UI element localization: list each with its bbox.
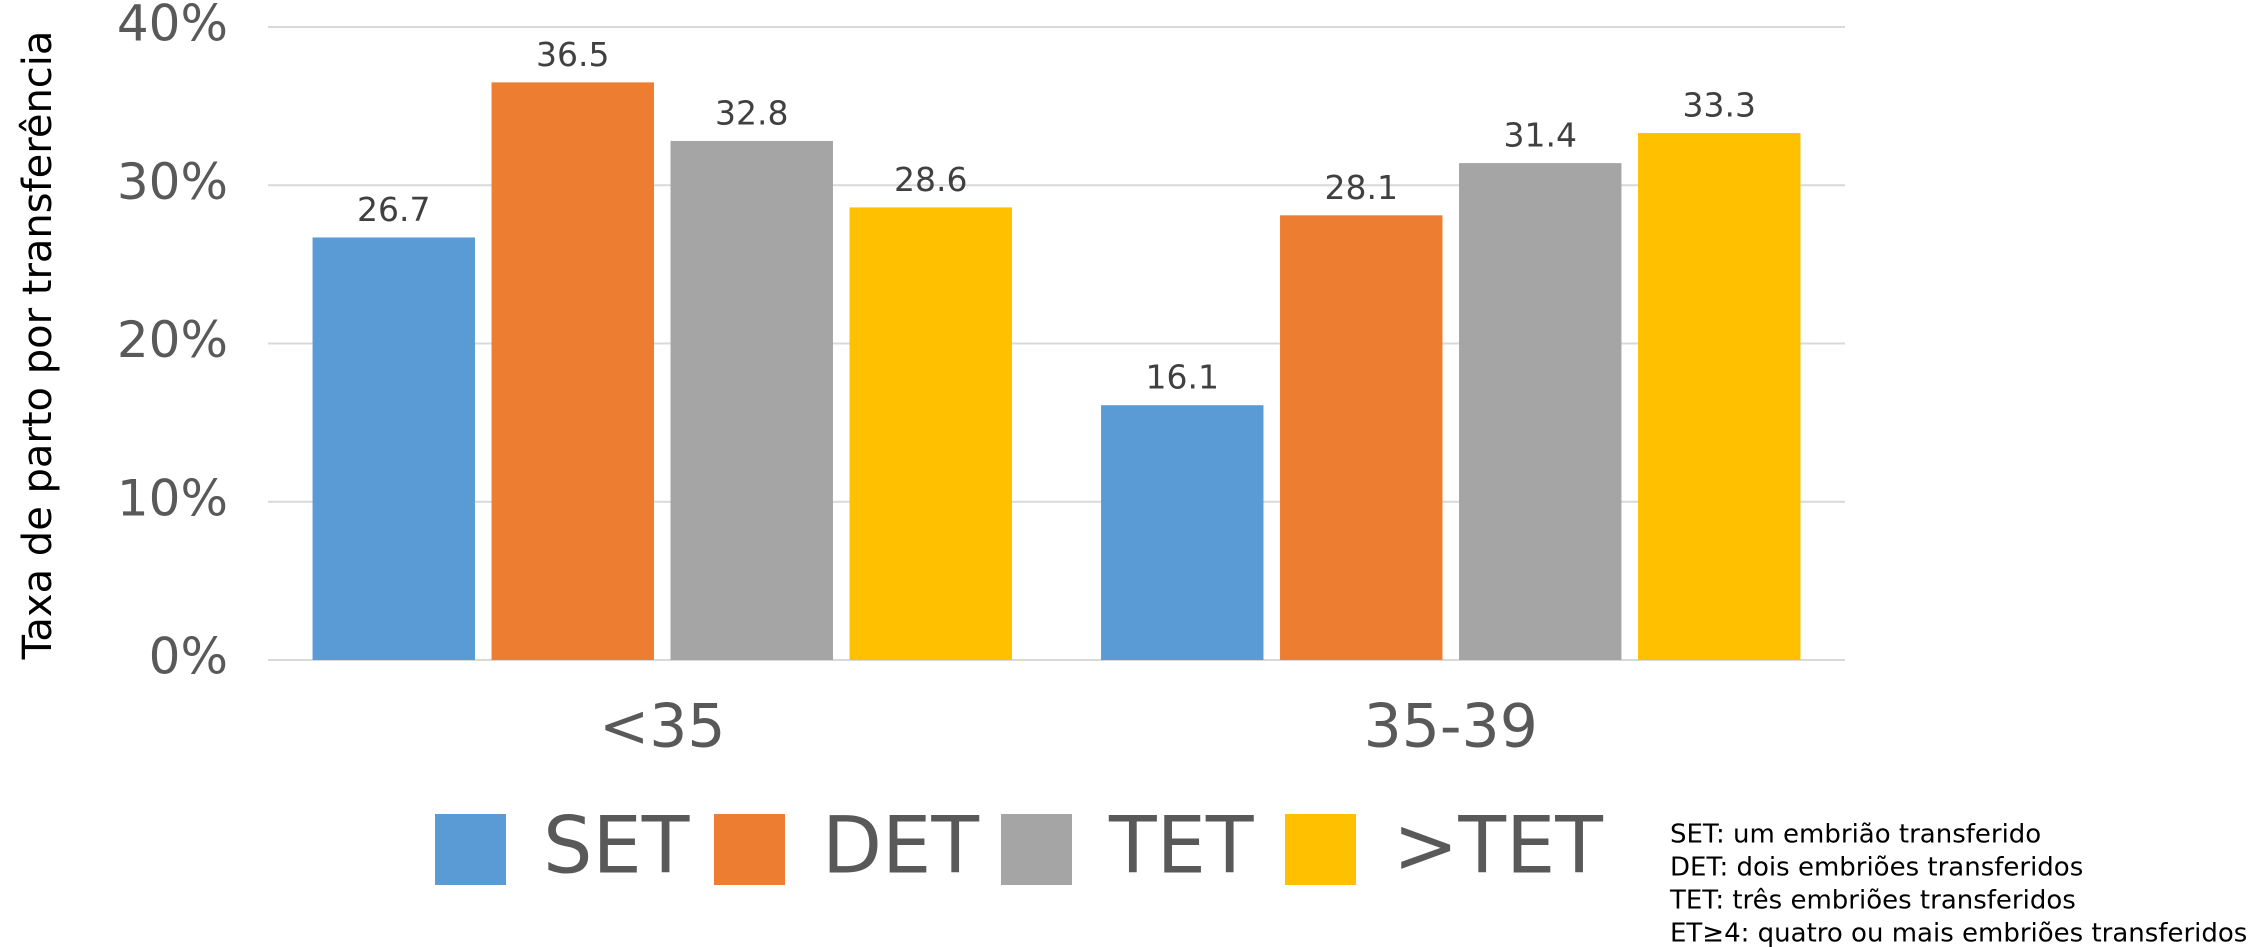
bar [1101, 405, 1264, 660]
legend-label: >TET [1393, 801, 1603, 891]
y-tick-label: 30% [117, 153, 228, 211]
data-label: 33.3 [1682, 86, 1755, 125]
y-axis-title: Taxa de parto por transferência [15, 31, 61, 661]
bar [312, 237, 475, 660]
data-label: 32.8 [715, 93, 788, 132]
x-tick-label: 35-39 [1364, 692, 1538, 762]
footnote: SET: um embrião transferido [1670, 820, 2041, 850]
footnote: ET≥4: quatro ou mais embriões transferid… [1670, 919, 2247, 947]
legend-label: TET [1108, 801, 1254, 891]
bar [1638, 133, 1801, 661]
footnote: DET: dois embriões transferidos [1670, 853, 2083, 883]
data-label: 28.6 [894, 160, 967, 199]
x-tick-label: <35 [599, 692, 726, 762]
bar [1280, 215, 1443, 660]
data-label: 28.1 [1325, 168, 1398, 207]
legend-swatch [435, 814, 506, 885]
data-label: 16.1 [1146, 358, 1219, 397]
bar [1459, 163, 1622, 660]
legend-swatch [1001, 814, 1072, 885]
bar [849, 207, 1012, 660]
legend-swatch [714, 814, 785, 885]
legend-swatch [1285, 814, 1356, 885]
data-label: 26.7 [357, 190, 430, 229]
y-tick-label: 0% [149, 628, 228, 686]
data-label: 31.4 [1504, 116, 1577, 155]
y-tick-label: 40% [117, 0, 228, 53]
y-tick-label: 20% [117, 311, 228, 369]
data-label: 36.5 [536, 35, 609, 74]
bar [670, 140, 833, 660]
bar [491, 82, 654, 660]
legend-label: DET [822, 801, 979, 891]
legend-label: SET [543, 801, 690, 891]
y-tick-label: 10% [117, 469, 228, 527]
footnote: TET: três embriões transferidos [1669, 886, 2076, 916]
